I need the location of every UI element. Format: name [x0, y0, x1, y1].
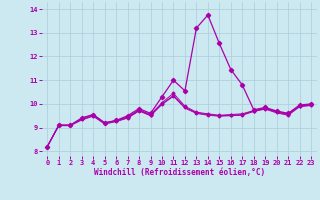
X-axis label: Windchill (Refroidissement éolien,°C): Windchill (Refroidissement éolien,°C): [94, 168, 265, 177]
